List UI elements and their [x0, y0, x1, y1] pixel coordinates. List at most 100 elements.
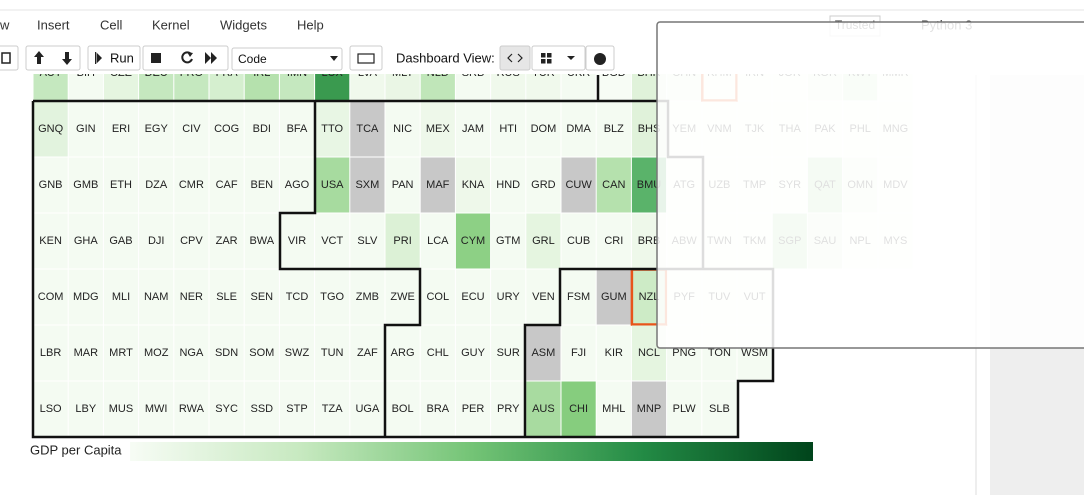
tile[interactable] [244, 269, 279, 325]
tile[interactable] [596, 157, 631, 213]
tile[interactable] [350, 325, 385, 381]
tile[interactable] [68, 325, 103, 381]
tile[interactable] [209, 157, 244, 213]
tile[interactable] [68, 213, 103, 269]
tile[interactable] [244, 213, 279, 269]
tile[interactable] [455, 157, 491, 213]
tile[interactable] [68, 269, 103, 325]
grid-view-button[interactable] [531, 45, 586, 71]
tile[interactable] [279, 381, 315, 437]
tile[interactable] [385, 325, 420, 381]
tile[interactable] [526, 101, 561, 157]
tile[interactable] [526, 269, 561, 325]
keyboard-button[interactable] [349, 45, 383, 71]
tile[interactable] [33, 325, 68, 381]
cell-type-select[interactable] [231, 47, 343, 71]
tile[interactable] [561, 381, 596, 437]
tile[interactable] [139, 325, 174, 381]
tile[interactable] [385, 101, 420, 157]
tile[interactable] [491, 325, 526, 381]
tile[interactable] [174, 157, 209, 213]
tile[interactable] [68, 101, 103, 157]
copy-button[interactable] [0, 45, 19, 71]
tile[interactable] [526, 325, 561, 381]
tile[interactable] [139, 213, 174, 269]
tile[interactable] [385, 381, 420, 437]
tile[interactable] [596, 325, 631, 381]
tile[interactable] [455, 381, 491, 437]
tile[interactable] [526, 381, 561, 437]
tile[interactable] [667, 381, 702, 437]
menu-item[interactable]: Help [297, 17, 324, 32]
tile[interactable] [279, 325, 315, 381]
tile[interactable] [279, 213, 315, 269]
tile[interactable] [103, 101, 139, 157]
move-buttons[interactable] [25, 45, 81, 71]
tile[interactable] [315, 157, 350, 213]
tile[interactable] [350, 381, 385, 437]
tile[interactable] [279, 157, 315, 213]
menu-item[interactable]: Insert [37, 17, 70, 32]
tile[interactable] [702, 381, 737, 437]
tile[interactable] [596, 381, 631, 437]
tile[interactable] [244, 381, 279, 437]
tile[interactable] [174, 381, 209, 437]
tile[interactable] [561, 157, 596, 213]
tile[interactable] [33, 157, 68, 213]
tile[interactable] [103, 269, 139, 325]
tile[interactable] [33, 269, 68, 325]
tile[interactable] [596, 213, 631, 269]
tile[interactable] [139, 269, 174, 325]
tile[interactable] [279, 269, 315, 325]
tile[interactable] [420, 157, 455, 213]
tile[interactable] [174, 213, 209, 269]
tile[interactable] [103, 213, 139, 269]
tile[interactable] [139, 101, 174, 157]
tile[interactable] [33, 213, 68, 269]
tile[interactable] [420, 325, 455, 381]
tile[interactable] [315, 269, 350, 325]
menu-item[interactable]: w [0, 17, 10, 32]
tile[interactable] [209, 381, 244, 437]
tile[interactable] [244, 157, 279, 213]
tile[interactable] [103, 325, 139, 381]
tile[interactable] [491, 213, 526, 269]
tile[interactable] [174, 269, 209, 325]
kernel-buttons[interactable] [142, 45, 229, 71]
tile[interactable] [455, 269, 491, 325]
tile[interactable] [596, 269, 631, 325]
tile[interactable] [33, 101, 68, 157]
tile[interactable] [385, 213, 420, 269]
tile[interactable] [561, 325, 596, 381]
tile[interactable] [491, 101, 526, 157]
tile[interactable] [455, 101, 491, 157]
tile[interactable] [209, 269, 244, 325]
tile[interactable] [420, 213, 455, 269]
tile[interactable] [350, 157, 385, 213]
run-button[interactable] [87, 45, 141, 71]
tile[interactable] [68, 157, 103, 213]
tile[interactable] [244, 325, 279, 381]
tile[interactable] [244, 101, 279, 157]
tile[interactable] [68, 381, 103, 437]
tile[interactable] [631, 381, 667, 437]
tile[interactable] [455, 213, 491, 269]
tile[interactable] [209, 213, 244, 269]
tile[interactable] [526, 213, 561, 269]
tile[interactable] [350, 101, 385, 157]
tile[interactable] [561, 101, 596, 157]
tile[interactable] [561, 269, 596, 325]
tile[interactable] [209, 325, 244, 381]
tile[interactable] [103, 381, 139, 437]
tile[interactable] [209, 101, 244, 157]
tile[interactable] [420, 101, 455, 157]
menu-item[interactable]: Cell [100, 17, 123, 32]
tile[interactable] [491, 269, 526, 325]
tile[interactable] [596, 101, 631, 157]
tile[interactable] [315, 381, 350, 437]
tile[interactable] [526, 157, 561, 213]
tile[interactable] [279, 101, 315, 157]
tile[interactable] [315, 213, 350, 269]
tile[interactable] [491, 381, 526, 437]
tile[interactable] [350, 213, 385, 269]
